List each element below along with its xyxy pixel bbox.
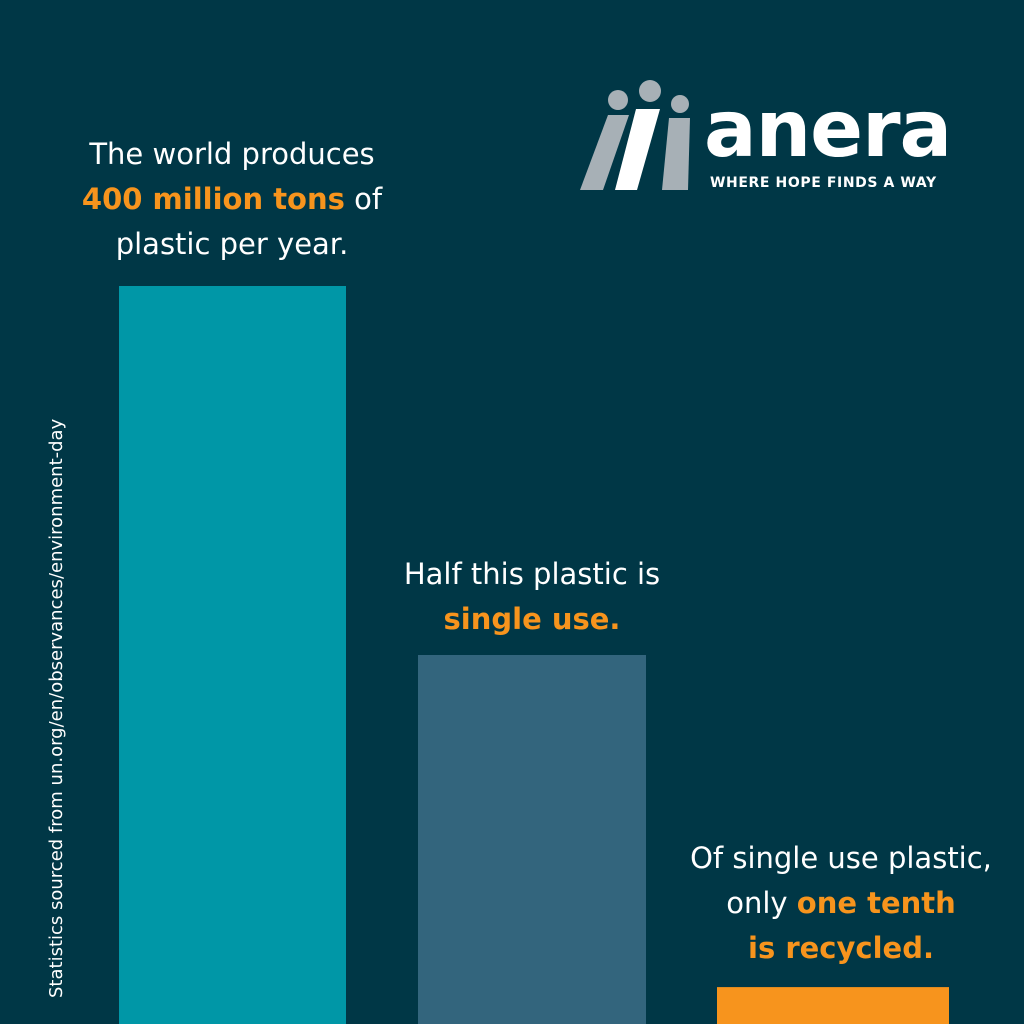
bar-3 [717,987,949,1024]
highlight-text: one tenth [796,886,956,920]
label-line: 400 million tons of [57,177,407,222]
label-line: Half this plastic is [357,552,707,597]
label-text: plastic per year. [115,227,349,261]
label-text: of [344,182,383,216]
label-line: Of single use plastic, [663,836,1019,881]
label-text: Half this plastic is [403,557,661,591]
highlight-text: single use. [443,602,621,636]
label-line: only one tenth [663,881,1019,926]
label-line: single use. [357,597,707,642]
logo-wordmark: anera [704,85,952,175]
label-text: only [726,886,797,920]
bar-label-production: The world produces 400 million tons of pla… [57,132,407,267]
label-text: The world produces [89,137,375,171]
logo-tagline: WHERE HOPE FINDS A WAY [710,175,937,191]
highlight-text: 400 million tons [81,182,345,216]
bar-2 [418,655,646,1024]
bar-label-single-use: Half this plastic is single use. [357,552,707,642]
highlight-text: is recycled. [748,931,934,965]
bar-1 [119,286,346,1024]
source-note: Statistics sourced from un.org/en/observ… [46,418,67,998]
label-line: plastic per year. [57,222,407,267]
bar-label-recycled: Of single use plastic, only one tenth is r… [663,836,1019,971]
label-line: is recycled. [663,926,1019,971]
anera-people-icon [580,80,690,190]
label-text: Of single use plastic, [690,841,992,875]
anera-logo: anera WHERE HOPE FINDS A WAY [578,78,978,198]
label-line: The world produces [57,132,407,177]
